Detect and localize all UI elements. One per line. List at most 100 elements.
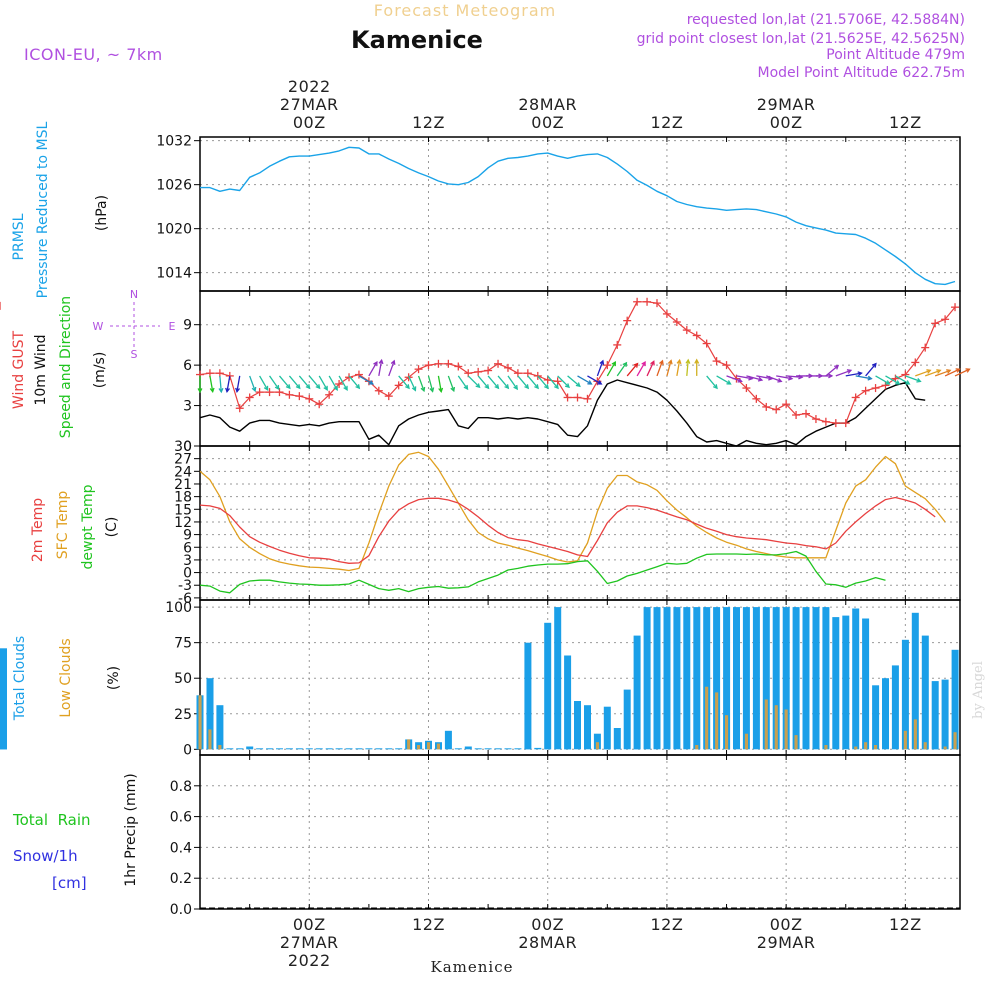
gust-marker (643, 297, 652, 306)
total-cloud-bar (385, 748, 393, 750)
wind-direction-arrow (596, 359, 605, 377)
arrow-shaft (477, 375, 489, 389)
gust-marker (553, 377, 562, 386)
gust-marker (722, 361, 731, 370)
total-cloud-bar (564, 655, 572, 750)
gust-marker (285, 390, 294, 399)
gust-marker (941, 315, 950, 324)
arrow-shaft (298, 375, 311, 389)
arrow-head (504, 384, 510, 390)
arrow-head (871, 362, 877, 368)
gust-marker (931, 319, 940, 328)
arrow-head (235, 387, 241, 394)
wind-direction-arrow (845, 371, 863, 377)
total-cloud-bar (216, 705, 224, 750)
wind-direction-arrow (865, 362, 877, 377)
direction-label: Speed and Direction (58, 296, 74, 438)
total-cloud-bar (653, 607, 661, 750)
y-tick-label: 15 (174, 502, 192, 518)
time-label: 2022 (288, 77, 331, 96)
y-tick-label: 75 (174, 636, 192, 652)
arrow-head (828, 373, 834, 379)
arrow-shaft (398, 375, 410, 389)
pressure-series (200, 146, 956, 286)
gust-marker (354, 370, 363, 379)
pressure-line (200, 146, 956, 286)
gust-marker (523, 369, 532, 378)
panel-frame (199, 136, 961, 292)
wind-direction-arrow (427, 375, 435, 393)
arrow-head (575, 382, 581, 388)
wind-direction-arrow (269, 375, 280, 391)
gust-marker (901, 370, 910, 379)
low-cloud-bar (715, 692, 719, 750)
gust-marker (752, 394, 761, 403)
arrow-head (611, 360, 616, 367)
low-clouds-label: Low Clouds (58, 638, 74, 717)
time-label: 12Z (889, 915, 922, 934)
temp-unit: (C) (104, 517, 120, 538)
arrow-shaft (845, 372, 862, 377)
y-tick-label: 24 (174, 464, 192, 480)
arrow-head (955, 368, 961, 373)
gust-marker (802, 409, 811, 418)
precip-labels: Total Rain Snow/1h [cm] 1hr Precip (mm) (12, 773, 139, 892)
total-cloud-bar (226, 748, 234, 750)
arrow-head (343, 385, 348, 391)
arrow-head (726, 380, 732, 385)
total-cloud-bar (534, 747, 542, 750)
gust-marker (295, 392, 304, 401)
total-cloud-bar (355, 748, 363, 750)
y-tick-label: 21 (174, 477, 192, 493)
wind-direction-arrow (278, 375, 291, 390)
wind-direction-arrow (457, 375, 469, 391)
total-cloud-bar (395, 748, 403, 750)
arrow-shaft (706, 375, 718, 389)
gust-marker (951, 303, 960, 312)
gust-marker (682, 326, 691, 335)
arrow-shaft (636, 361, 646, 377)
gust-marker (513, 369, 522, 378)
arrow-head (305, 384, 311, 390)
arrow-shaft (875, 375, 890, 385)
wind-direction-arrow (626, 362, 639, 377)
compass-icon: N S W E (93, 288, 176, 361)
arrow-shaft (527, 375, 539, 389)
wind-direction-arrow (706, 375, 718, 390)
wind-direction-arrow (209, 375, 215, 394)
gust-marker (503, 363, 512, 372)
arrow-shaft (865, 363, 877, 377)
wind-direction-arrow (467, 375, 481, 389)
arrow-shaft (249, 375, 256, 392)
arrow-shaft (606, 361, 616, 377)
total-cloud-bar (544, 622, 552, 750)
arrow-shaft (226, 375, 231, 392)
total-cloud-bar (375, 748, 383, 750)
wind-direction-arrow (338, 375, 348, 391)
gust-marker (871, 384, 880, 393)
y-tick-label: 0 (183, 742, 192, 758)
low-cloud-bar (417, 745, 421, 750)
total-cloud-bar (862, 618, 870, 750)
wind-direction-arrow (925, 369, 942, 377)
arrow-head (946, 369, 952, 374)
y-tick-label: 3 (183, 399, 192, 415)
total-cloud-bar (951, 649, 959, 750)
y-tick-label: -3 (178, 578, 192, 594)
arrow-head (659, 359, 664, 365)
low-cloud-bar (854, 746, 858, 750)
arrow-head (633, 362, 639, 368)
wind-direction-arrow (815, 373, 834, 379)
low-cloud-bar (784, 709, 788, 750)
total-cloud-bar (365, 748, 373, 750)
time-label: 28MAR (518, 95, 577, 114)
y-tick-label: 0 (183, 566, 192, 582)
gust-marker (881, 381, 890, 390)
point-altitude: Point Altitude 479m (826, 47, 965, 63)
y-tick-label: 100 (165, 600, 192, 616)
wind-direction-arrow (636, 360, 646, 377)
model-altitude: Model Point Altitude 622.75m (758, 65, 965, 81)
arrow-shaft (577, 375, 592, 385)
wind-direction-arrow (934, 369, 952, 377)
arrow-head (315, 384, 321, 390)
